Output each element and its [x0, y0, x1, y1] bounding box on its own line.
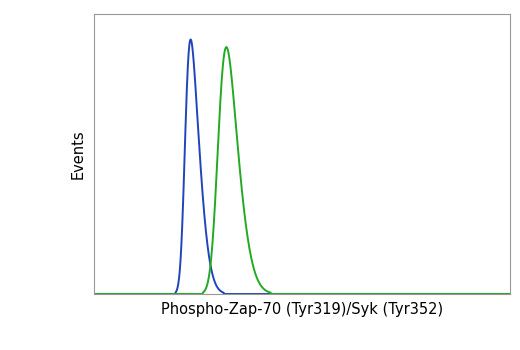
Y-axis label: Events: Events — [70, 129, 85, 179]
X-axis label: Phospho-Zap-70 (Tyr319)/Syk (Tyr352): Phospho-Zap-70 (Tyr319)/Syk (Tyr352) — [161, 302, 443, 317]
